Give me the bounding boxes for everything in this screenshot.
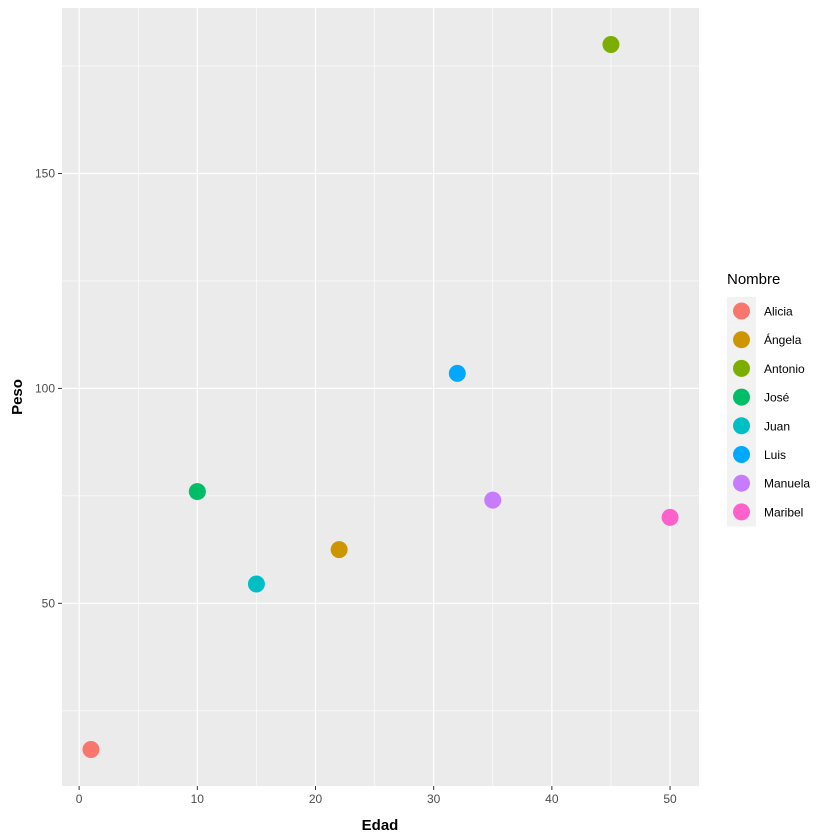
y-tick-label: 100 <box>35 381 55 395</box>
y-tick-label: 50 <box>42 596 56 610</box>
legend: Nombre Alicia Ángela Antonio José Juan Luis Ma… <box>727 271 810 527</box>
point-maribel <box>661 508 679 526</box>
data-points <box>82 36 679 758</box>
legend-key <box>733 474 750 492</box>
legend-label: Luis <box>764 448 786 462</box>
legend-key <box>733 359 750 377</box>
legend-label: Ángela <box>764 332 802 347</box>
legend-label: Alicia <box>764 305 793 319</box>
point-antonio <box>602 36 620 54</box>
legend-label: Antonio <box>764 362 805 376</box>
point-alicia <box>82 740 100 758</box>
axes: 0 10 20 30 40 50 50 100 150 <box>35 166 677 806</box>
legend-label: Maribel <box>764 505 803 519</box>
y-axis-label: Peso <box>9 379 26 415</box>
x-tick-label: 50 <box>663 792 677 806</box>
x-axis-label: Edad <box>362 817 399 834</box>
legend-label: Manuela <box>764 477 810 491</box>
legend-key <box>733 446 750 463</box>
point-josé <box>188 483 206 501</box>
point-juan <box>247 575 265 593</box>
x-tick-label: 0 <box>76 792 83 806</box>
point-luis <box>448 364 466 382</box>
point-ángela <box>330 541 348 559</box>
legend-label: Juan <box>764 419 790 433</box>
grid-lines <box>62 8 699 786</box>
plot-panel <box>62 8 699 786</box>
x-tick-label: 20 <box>309 792 323 806</box>
x-tick-label: 40 <box>545 792 559 806</box>
x-tick-label: 30 <box>427 792 441 806</box>
legend-title: Nombre <box>727 271 780 288</box>
legend-label: José <box>764 391 790 405</box>
legend-key <box>733 388 750 406</box>
legend-key <box>733 331 750 349</box>
legend-key <box>733 417 750 435</box>
legend-key <box>733 302 750 320</box>
y-tick-label: 150 <box>35 166 55 180</box>
point-manuela <box>484 491 502 509</box>
x-tick-label: 10 <box>191 792 205 806</box>
legend-key <box>733 503 750 521</box>
